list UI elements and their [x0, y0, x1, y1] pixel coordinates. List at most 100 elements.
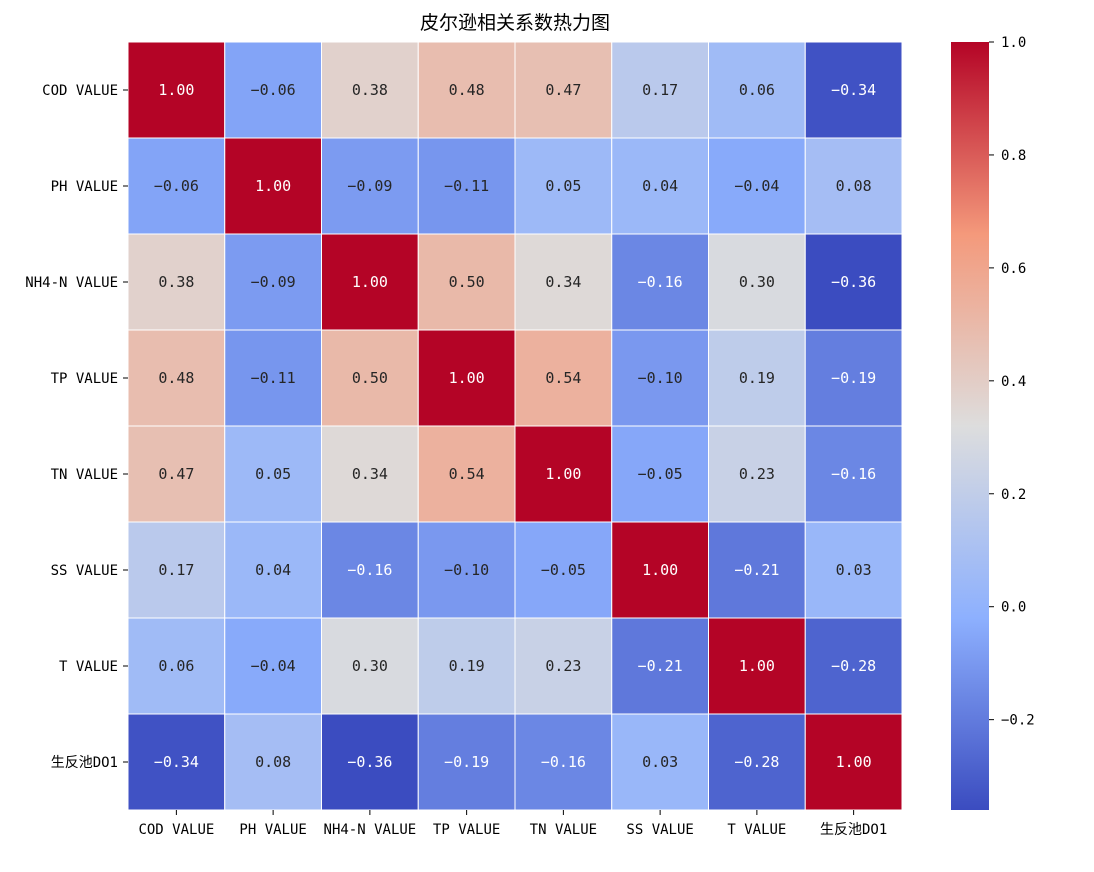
cell-value-label: 0.03 [642, 753, 678, 771]
heatmap-cell [708, 329, 806, 427]
colorbar-tick-label: 1.0 [1001, 35, 1026, 51]
y-tick-label: SS VALUE [51, 563, 118, 579]
cell-value-label: 0.50 [352, 369, 388, 387]
cell-value-label: 0.30 [352, 657, 388, 675]
cell-value-label: 0.50 [449, 273, 485, 291]
cell-value-label: −0.34 [831, 81, 876, 99]
heatmap-cell [321, 713, 419, 811]
heatmap-cell [127, 329, 226, 427]
cell-value-label: 0.03 [836, 561, 872, 579]
heatmap-cell [611, 713, 709, 811]
cell-value-label: −0.21 [734, 561, 779, 579]
cell-value-label: 0.19 [739, 369, 775, 387]
cell-value-label: −0.10 [444, 561, 489, 579]
colorbar: −0.2 0.0 0.2 0.4 0.6 0.8 1.0 [951, 35, 1035, 810]
cell-value-label: −0.06 [251, 81, 296, 99]
cell-value-label: −0.09 [251, 273, 296, 291]
cell-value-label: 0.38 [158, 273, 194, 291]
heatmap-cell [611, 41, 709, 139]
cell-value-label: 0.08 [836, 177, 872, 195]
heatmap-cell [611, 137, 709, 235]
cell-value-label: −0.16 [347, 561, 392, 579]
cell-value-label: 0.47 [545, 81, 581, 99]
cell-value-label: 0.54 [449, 465, 485, 483]
y-tick-label: T VALUE [59, 659, 118, 675]
heatmap-cell [804, 713, 903, 811]
heatmap-cell [514, 41, 613, 139]
cell-value-label: 1.00 [255, 177, 291, 195]
cell-value-label: 1.00 [642, 561, 678, 579]
cell-value-label: 1.00 [739, 657, 775, 675]
x-tick-label: SS VALUE [626, 822, 693, 838]
y-tick-label: 生反池DO1 [51, 755, 118, 771]
heatmap-cell [611, 425, 709, 523]
heatmap-cell [224, 713, 322, 811]
y-tick-label: COD VALUE [42, 83, 118, 99]
heatmap-cell [321, 233, 419, 331]
cell-value-label: 1.00 [352, 273, 388, 291]
heatmap-cell [224, 233, 322, 331]
cell-value-label: −0.36 [831, 273, 876, 291]
x-tick-label: TP VALUE [433, 822, 500, 838]
colorbar-tick-label: 0.2 [1001, 487, 1026, 503]
x-tick-label: T VALUE [727, 822, 786, 838]
colorbar-tick-label: −0.2 [1001, 713, 1035, 729]
heatmap-cell [321, 425, 419, 523]
colorbar-tick-label: 0.8 [1001, 148, 1026, 164]
cell-value-label: 0.48 [158, 369, 194, 387]
cell-value-label: −0.10 [638, 369, 683, 387]
cell-value-label: 0.48 [449, 81, 485, 99]
cell-value-label: 0.04 [255, 561, 291, 579]
cell-value-label: −0.19 [831, 369, 876, 387]
y-axis: COD VALUE PH VALUE NH4-N VALUE TP VALUE TN V… [25, 83, 128, 771]
x-tick-label: NH4-N VALUE [324, 822, 417, 838]
heatmap-cell [224, 329, 322, 427]
cell-value-label: 1.00 [545, 465, 581, 483]
heatmap-cell [611, 617, 709, 715]
y-tick-label: PH VALUE [51, 179, 118, 195]
heatmap-cell [708, 41, 806, 139]
colorbar-tick-label: 0.4 [1001, 374, 1026, 390]
heatmap-cells: 1.00 −0.06 0.38 0.48 0.47 0.17 0.06 −0.34 −0.06 1… [127, 41, 903, 811]
x-tick-label: COD VALUE [138, 822, 214, 838]
heatmap-cell [417, 425, 516, 523]
cell-value-label: −0.34 [154, 753, 199, 771]
cell-value-label: 1.00 [836, 753, 872, 771]
x-axis: COD VALUE PH VALUE NH4-N VALUE TP VALUE TN V… [138, 810, 887, 838]
cell-value-label: −0.36 [347, 753, 392, 771]
heatmap-cell [417, 617, 516, 715]
y-tick-label: TP VALUE [51, 371, 118, 387]
heatmap-cell [611, 233, 709, 331]
x-tick-label: 生反池DO1 [820, 822, 887, 838]
cell-value-label: 0.17 [642, 81, 678, 99]
heatmap-cell [224, 521, 322, 619]
y-tick-label: NH4-N VALUE [25, 275, 118, 291]
cell-value-label: −0.16 [541, 753, 586, 771]
cell-value-label: −0.05 [541, 561, 586, 579]
cell-value-label: 0.05 [255, 465, 291, 483]
cell-value-label: −0.11 [251, 369, 296, 387]
cell-value-label: 0.17 [158, 561, 194, 579]
heatmap-cell [708, 137, 806, 235]
heatmap-cell [708, 617, 806, 715]
cell-value-label: −0.21 [638, 657, 683, 675]
cell-value-label: −0.05 [638, 465, 683, 483]
cell-value-label: 0.23 [545, 657, 581, 675]
heatmap-cell [514, 137, 613, 235]
heatmap-cell [804, 41, 903, 139]
cell-value-label: 0.06 [158, 657, 194, 675]
cell-value-label: 1.00 [158, 81, 194, 99]
heatmap-cell [417, 713, 516, 811]
heatmap-cell [804, 425, 903, 523]
cell-value-label: −0.28 [831, 657, 876, 675]
heatmap-cell [611, 521, 709, 619]
cell-value-label: 0.38 [352, 81, 388, 99]
cell-value-label: −0.04 [734, 177, 779, 195]
x-tick-label: PH VALUE [239, 822, 306, 838]
heatmap-cell [804, 137, 903, 235]
heatmap-cell [224, 425, 322, 523]
heatmap-cell [321, 617, 419, 715]
cell-value-label: 0.34 [545, 273, 581, 291]
cell-value-label: −0.19 [444, 753, 489, 771]
cell-value-label: 0.54 [545, 369, 581, 387]
